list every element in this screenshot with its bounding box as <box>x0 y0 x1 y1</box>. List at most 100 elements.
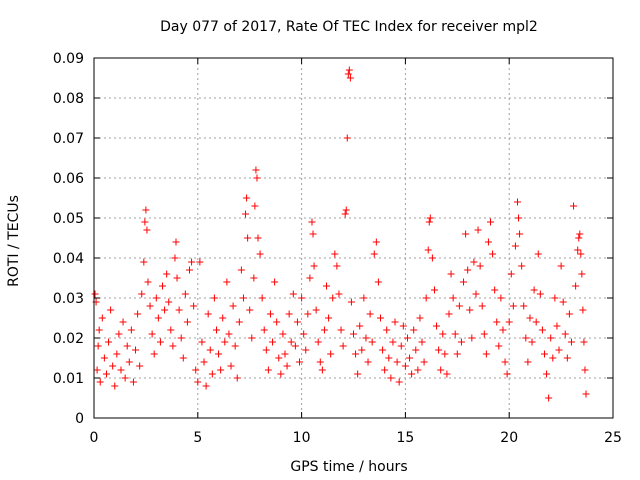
data-point <box>464 266 472 274</box>
data-point <box>229 302 237 310</box>
data-point <box>119 318 127 326</box>
data-point <box>287 338 295 346</box>
data-point <box>551 294 559 302</box>
data-point <box>362 334 370 342</box>
data-point <box>491 286 499 294</box>
data-point <box>570 202 578 210</box>
x-tick-label: 20 <box>500 430 518 446</box>
data-point <box>171 254 179 262</box>
data-point <box>538 326 546 334</box>
data-point <box>489 250 497 258</box>
data-point <box>200 358 208 366</box>
data-point <box>522 334 530 342</box>
data-point <box>227 362 235 370</box>
plot-frame <box>93 57 614 419</box>
data-point <box>242 210 250 218</box>
data-point <box>134 310 142 318</box>
data-point <box>495 342 503 350</box>
data-point <box>364 358 372 366</box>
data-point <box>408 370 416 378</box>
data-point <box>387 374 395 382</box>
data-point <box>372 238 380 246</box>
data-point <box>532 318 540 326</box>
data-point <box>507 270 515 278</box>
data-point <box>453 350 461 358</box>
y-axis-title: ROTI / TECUs <box>6 195 22 287</box>
data-point <box>105 338 113 346</box>
data-point <box>298 294 306 302</box>
data-point <box>146 302 154 310</box>
data-point <box>279 330 287 338</box>
data-point <box>482 350 490 358</box>
data-point <box>416 314 424 322</box>
data-point <box>403 334 411 342</box>
data-point <box>273 318 281 326</box>
data-point <box>210 294 218 302</box>
data-point <box>123 342 131 350</box>
data-point <box>543 370 551 378</box>
data-point <box>181 290 189 298</box>
data-point <box>175 306 183 314</box>
data-point <box>530 286 538 294</box>
data-point <box>152 294 160 302</box>
data-point <box>246 306 254 314</box>
data-point <box>304 310 312 318</box>
data-point <box>439 330 447 338</box>
data-point <box>243 194 251 202</box>
data-point <box>150 350 158 358</box>
data-point <box>516 230 524 238</box>
data-point <box>468 334 476 342</box>
data-point <box>235 318 243 326</box>
data-point <box>346 74 354 82</box>
data-point <box>344 70 352 78</box>
data-point <box>499 326 507 334</box>
data-point <box>289 290 297 298</box>
data-point <box>94 342 102 350</box>
data-point <box>202 382 210 390</box>
data-point <box>190 302 198 310</box>
y-tick-label: 0.08 <box>53 91 84 107</box>
data-point <box>578 270 586 278</box>
data-point <box>335 290 343 298</box>
x-tick-label: 0 <box>90 430 99 446</box>
data-point <box>567 338 575 346</box>
data-point <box>258 294 266 302</box>
data-point <box>406 354 414 362</box>
y-tick-label: 0.04 <box>53 251 84 267</box>
data-point <box>514 198 522 206</box>
data-point <box>370 250 378 258</box>
data-point <box>107 306 115 314</box>
data-point <box>318 366 326 374</box>
data-point <box>254 234 262 242</box>
data-point <box>269 338 277 346</box>
data-point <box>470 258 478 266</box>
data-point <box>231 342 239 350</box>
data-point <box>217 366 225 374</box>
data-point <box>518 262 526 270</box>
data-point <box>93 366 101 374</box>
data-point <box>260 326 268 334</box>
data-point <box>462 230 470 238</box>
data-point <box>345 66 353 74</box>
data-point <box>581 366 589 374</box>
y-tick-label: 0.02 <box>53 331 84 347</box>
data-point <box>399 322 407 330</box>
data-point <box>212 326 220 334</box>
data-point <box>237 266 245 274</box>
data-point <box>185 266 193 274</box>
data-point <box>575 234 583 242</box>
data-point <box>524 358 532 366</box>
data-point <box>354 370 362 378</box>
data-point <box>312 306 320 314</box>
y-tick-label: 0.05 <box>53 211 84 227</box>
data-point <box>418 338 426 346</box>
data-point <box>497 294 505 302</box>
data-point <box>509 302 517 310</box>
data-point <box>379 346 387 354</box>
data-point <box>559 298 567 306</box>
data-point <box>428 254 436 262</box>
data-point <box>281 350 289 358</box>
data-point <box>472 290 480 298</box>
y-tick-label: 0.01 <box>53 371 84 387</box>
data-point <box>339 342 347 350</box>
